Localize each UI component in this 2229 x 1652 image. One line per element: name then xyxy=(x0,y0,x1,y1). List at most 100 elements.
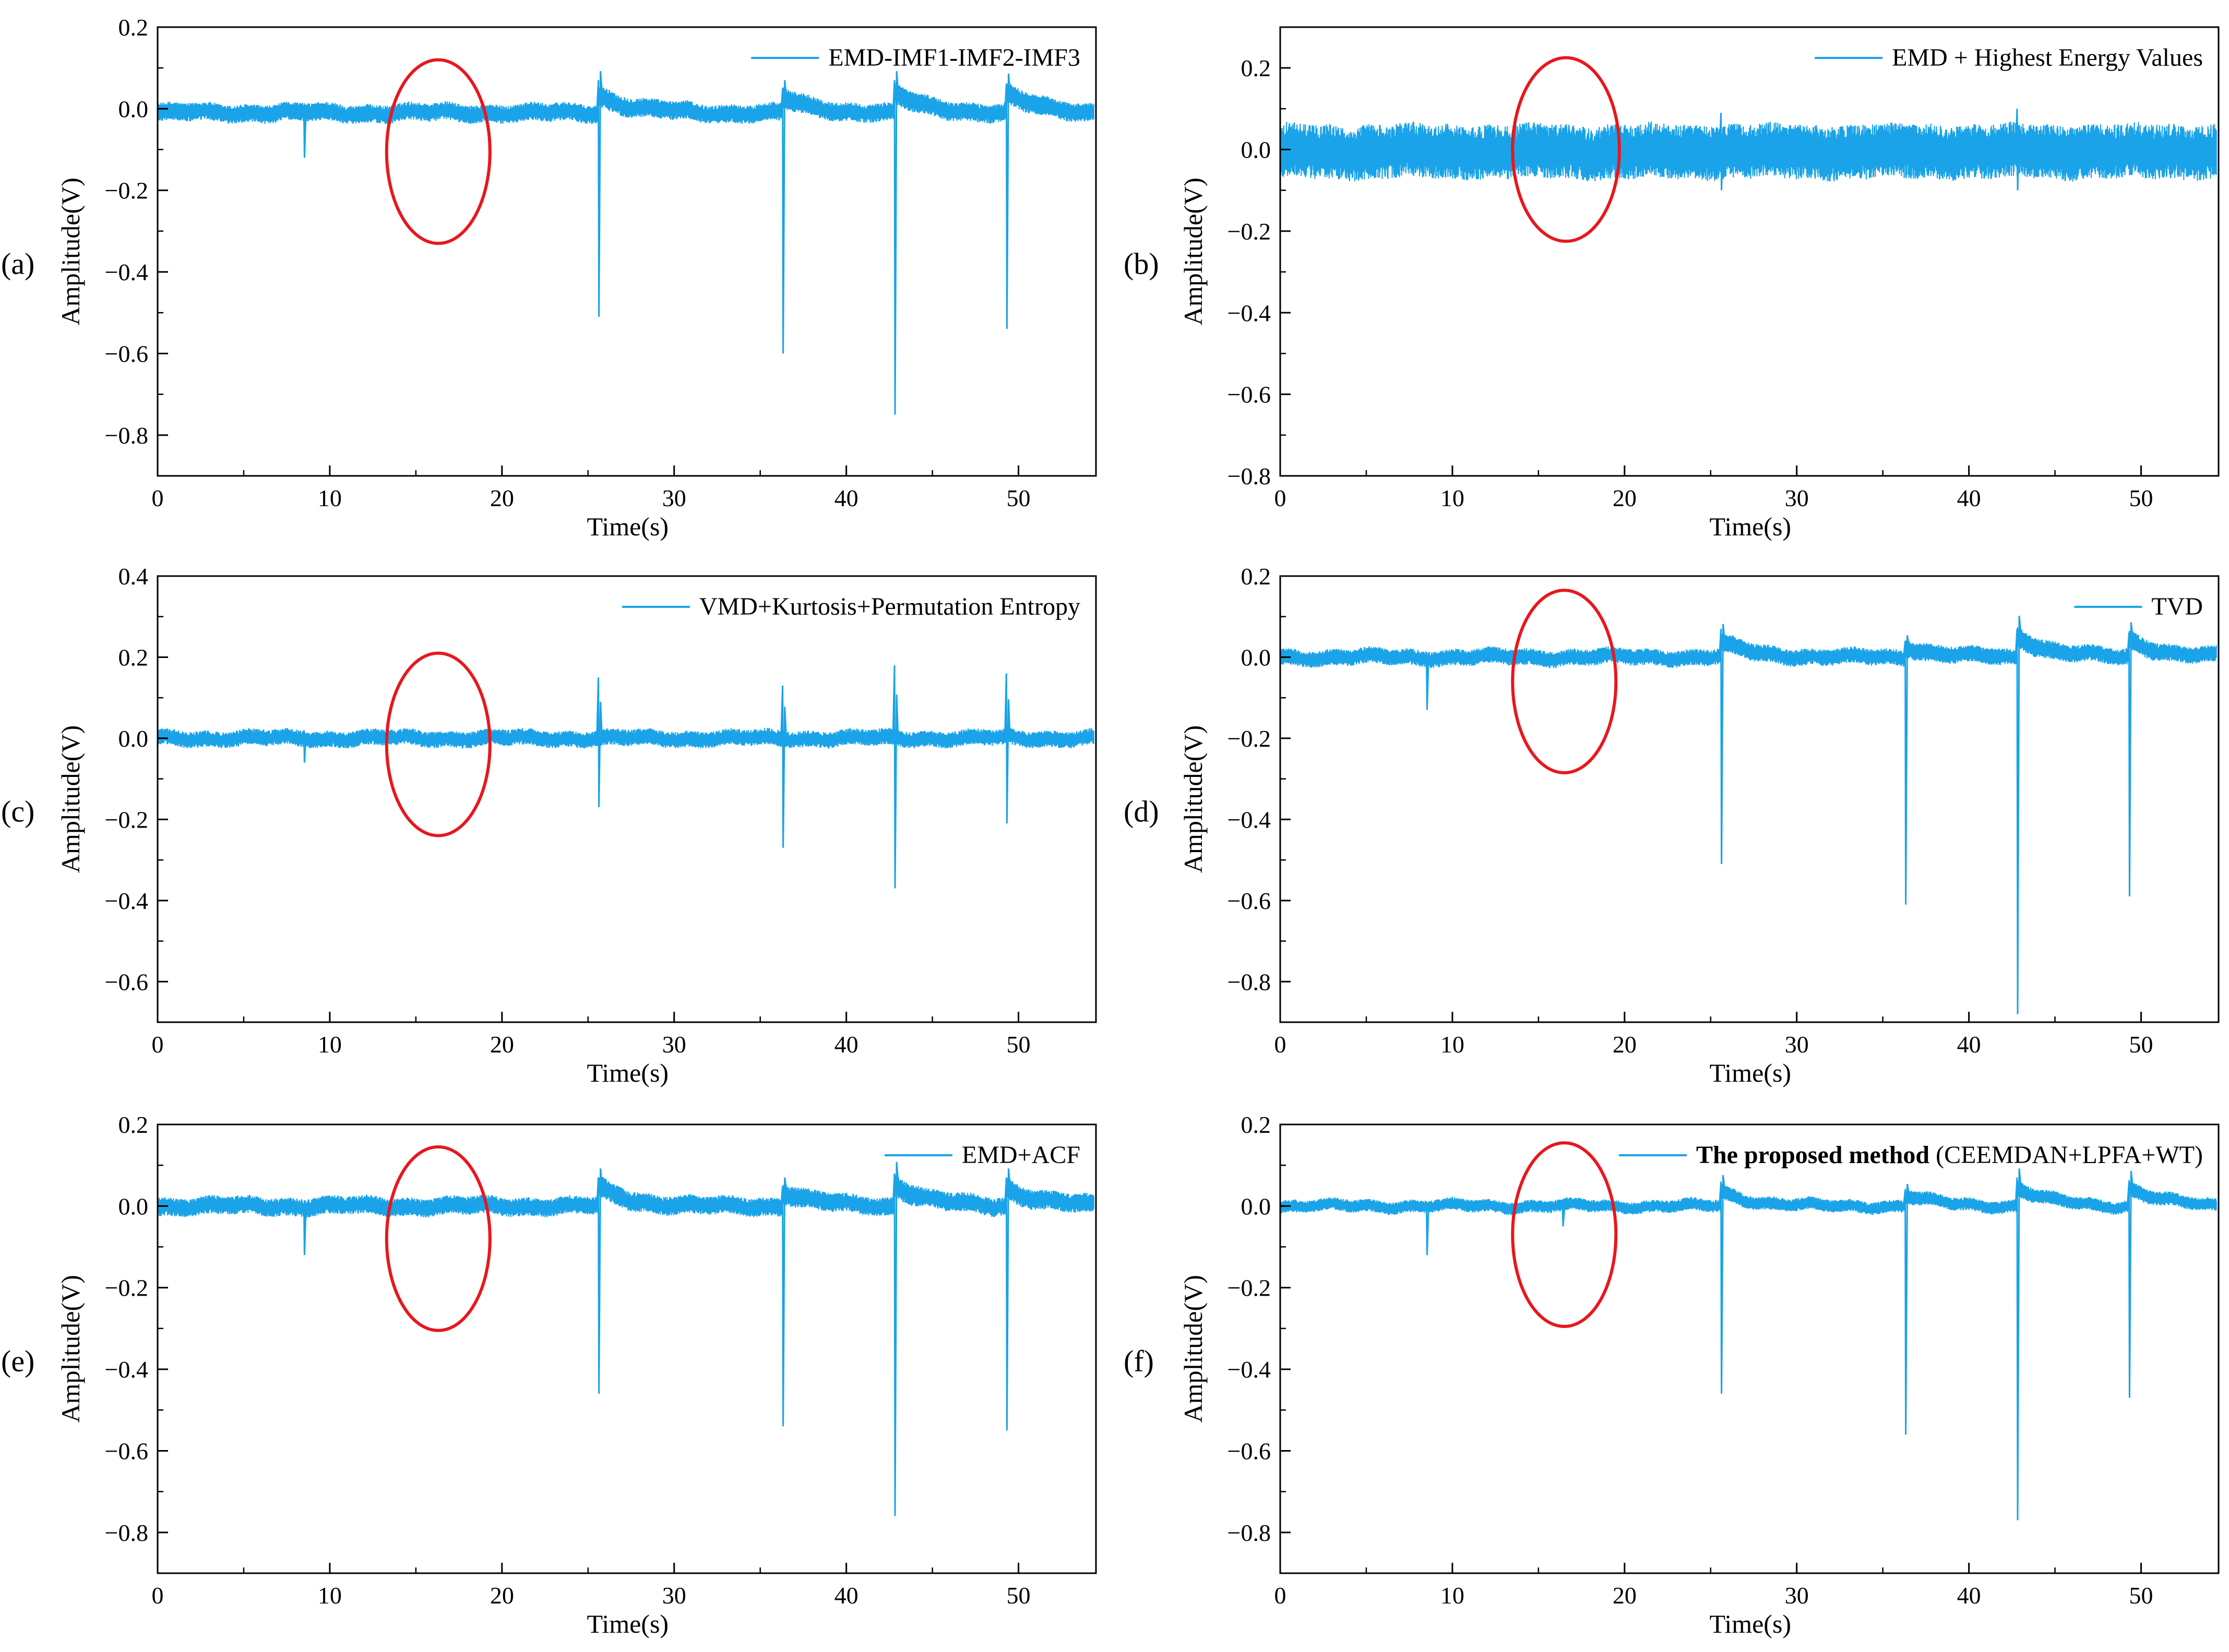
x-tick-label: 10 xyxy=(318,1031,342,1058)
x-axis-title: Time(s) xyxy=(1710,1058,1792,1087)
x-tick-label: 30 xyxy=(662,1582,686,1609)
y-tick-label: −0.4 xyxy=(105,1356,148,1383)
signal-series xyxy=(1279,121,2217,182)
x-tick-label: 50 xyxy=(1007,1031,1031,1058)
panel-label: (c) xyxy=(1,794,34,828)
legend: EMD + Highest Energy Values xyxy=(1815,44,2203,71)
x-tick-label: 0 xyxy=(152,1582,164,1609)
y-tick-label: 0.0 xyxy=(1241,1193,1271,1219)
panel-label: (f) xyxy=(1124,1344,1154,1378)
y-tick-label: −0.4 xyxy=(105,888,148,914)
signal-series xyxy=(157,82,1094,125)
spike-mark xyxy=(1425,1205,1431,1255)
y-axis-title: Amplitude(V) xyxy=(56,1275,85,1422)
signal-series xyxy=(1279,627,2217,668)
x-tick-label: 10 xyxy=(1440,1031,1464,1058)
y-tick-label: −0.6 xyxy=(105,1438,148,1464)
spike-mark xyxy=(2126,622,2133,897)
spike-mark xyxy=(1004,673,1011,824)
plot-frame xyxy=(1279,26,2220,477)
y-tick-label: −0.6 xyxy=(105,340,148,367)
x-tick-label: 10 xyxy=(318,485,342,511)
y-tick-label: −0.2 xyxy=(105,806,148,833)
highlight-ellipse xyxy=(385,651,492,837)
spike-mark xyxy=(892,665,899,889)
chart-panel: 0 10 20 30 40 50 0.2 0.0 −0.2 −0.4 −0.6 −0.8 Time(s)… xyxy=(1,1111,1097,1638)
y-tick-label: 0.2 xyxy=(1241,563,1271,590)
y-tick-label: −0.4 xyxy=(1227,806,1271,833)
x-tick-label: 0 xyxy=(1274,485,1286,511)
x-tick-label: 50 xyxy=(2129,1582,2153,1609)
plot-frame xyxy=(157,26,1097,477)
y-tick-label: 0.0 xyxy=(1241,137,1271,163)
spike-mark xyxy=(596,677,603,808)
y-tick-label: 0.2 xyxy=(118,1111,149,1138)
legend-label: EMD + Highest Energy Values xyxy=(1892,44,2203,71)
x-axis-title: Time(s) xyxy=(587,1058,669,1087)
spike-mark xyxy=(780,1177,788,1427)
y-tick-label: −0.8 xyxy=(1227,1519,1271,1546)
signal-series xyxy=(1279,1179,2217,1215)
legend: The proposed method (CEEMDAN+LPFA+WT) xyxy=(1618,1141,2203,1169)
panel-label: (d) xyxy=(1124,794,1159,828)
x-tick-label: 50 xyxy=(1007,485,1031,511)
chart-panel: 0 10 20 30 40 50 0.2 0.0 −0.2 −0.4 −0.6 −0.8 Time(s)… xyxy=(1124,1111,2220,1638)
plot-frame xyxy=(1279,1123,2220,1574)
legend-label: EMD-IMF1-IMF2-IMF3 xyxy=(828,44,1080,71)
spike-mark xyxy=(892,1162,899,1516)
x-tick-label: 0 xyxy=(1274,1582,1286,1609)
y-tick-label: −0.6 xyxy=(1227,1438,1271,1464)
y-tick-label: −0.6 xyxy=(105,968,148,995)
y-tick-label: 0.0 xyxy=(118,725,149,752)
spike-mark xyxy=(2015,109,2022,190)
plot-frame xyxy=(1279,575,2220,1023)
highlight-ellipse xyxy=(385,58,492,245)
y-axis-title: Amplitude(V) xyxy=(56,177,85,325)
x-tick-label: 0 xyxy=(152,485,164,511)
signal-series xyxy=(157,1175,1094,1218)
spike-mark xyxy=(302,108,308,158)
y-tick-label: 0.2 xyxy=(118,644,149,671)
x-tick-label: 50 xyxy=(2129,1031,2153,1058)
spike-mark xyxy=(1719,113,1726,190)
x-tick-label: 20 xyxy=(1613,1582,1637,1609)
y-tick-label: −0.2 xyxy=(1227,218,1271,245)
legend-label: EMD+ACF xyxy=(962,1141,1080,1169)
panel-label: (a) xyxy=(1,247,34,281)
x-tick-label: 30 xyxy=(662,485,686,511)
spike-mark xyxy=(302,1205,308,1255)
y-tick-label: 0.0 xyxy=(118,95,149,122)
y-tick-label: −0.2 xyxy=(1227,725,1271,752)
x-axis-title: Time(s) xyxy=(1710,512,1792,541)
y-tick-label: −0.6 xyxy=(1227,888,1271,914)
x-tick-label: 50 xyxy=(1007,1582,1031,1609)
legend-label: The proposed method (CEEMDAN+LPFA+WT) xyxy=(1696,1141,2203,1169)
y-tick-label: −0.4 xyxy=(1227,300,1271,326)
chart-panel: 0 10 20 30 40 50 0.2 0.0 −0.2 −0.4 −0.6 −0.8 Time(s)… xyxy=(1124,563,2220,1087)
spike-mark xyxy=(892,71,899,415)
y-tick-label: −0.2 xyxy=(105,177,148,204)
spike-mark xyxy=(596,71,603,317)
panel-label: (b) xyxy=(1124,247,1159,281)
spike-mark xyxy=(1004,73,1011,329)
x-tick-label: 0 xyxy=(152,1031,164,1058)
x-tick-label: 20 xyxy=(490,485,514,511)
chart-panel: 0 10 20 30 40 50 0.4 0.2 0.0 −0.2 −0.4 −0.6 Time(s) A… xyxy=(1,563,1097,1087)
spike-mark xyxy=(780,685,788,848)
x-tick-label: 10 xyxy=(1440,485,1464,511)
plot-frame xyxy=(157,1123,1097,1574)
spike-mark xyxy=(780,80,788,354)
highlight-ellipse xyxy=(1511,1141,1618,1328)
spike-mark xyxy=(1004,1168,1011,1431)
y-tick-label: 0.0 xyxy=(1241,644,1271,671)
highlight-ellipse xyxy=(385,1145,492,1332)
y-tick-label: −0.8 xyxy=(105,422,148,449)
chart-panel: 0 10 20 30 40 50 0.2 0.0 −0.2 −0.4 −0.6 −0.8 Time(s)… xyxy=(1124,26,2220,541)
x-tick-label: 30 xyxy=(1785,1582,1809,1609)
x-tick-label: 30 xyxy=(662,1031,686,1058)
x-tick-label: 0 xyxy=(1274,1031,1286,1058)
x-tick-label: 30 xyxy=(1785,485,1809,511)
y-tick-label: 0.2 xyxy=(1241,55,1271,81)
x-tick-label: 20 xyxy=(490,1031,514,1058)
